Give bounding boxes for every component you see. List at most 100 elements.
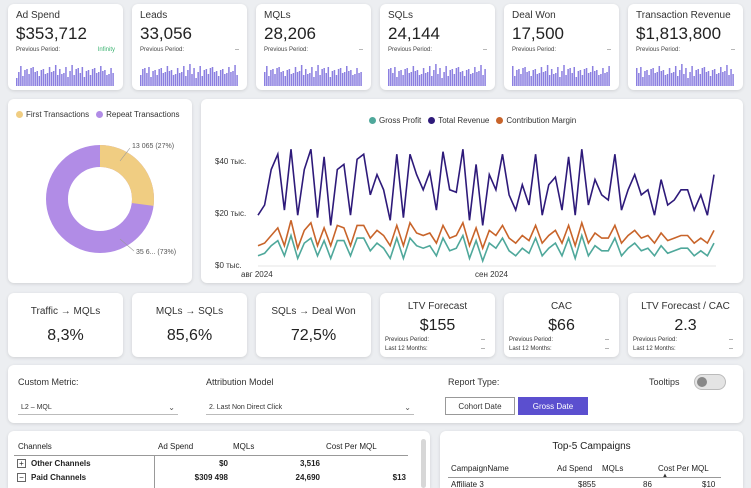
- series-line-contribution-margin[interactable]: [257, 220, 715, 251]
- sparkline-bar: [536, 74, 539, 86]
- kpi-ad-spend[interactable]: Ad Spend $353,712 Previous Period: Infin…: [8, 4, 123, 90]
- sparkline-bar: [606, 72, 608, 86]
- metric-title: LTV Forecast: [407, 301, 468, 312]
- chevron-down-icon: ⌄: [404, 403, 411, 412]
- sparkline-bar: [402, 75, 404, 86]
- metric-mqls-sqls[interactable]: MQLs → SQLs 85,6%: [132, 293, 247, 357]
- legend-first-transactions[interactable]: First Transactions: [16, 110, 89, 119]
- custom-metric-dropdown[interactable]: L2 – MQL ⌄: [18, 400, 178, 415]
- metric-cac[interactable]: CAC $66 Previous Period: -- Last 12 Mont…: [504, 293, 619, 357]
- revenue-line-chart[interactable]: $40 тыс. $20 тыс. $0 тыс. авг 2024 сен 2…: [201, 99, 743, 283]
- sparkline-bar: [276, 68, 278, 86]
- legend-dot-icon: [96, 111, 104, 118]
- metric-ltv-cac[interactable]: LTV Forecast / CAC 2.3 Previous Period: …: [628, 293, 743, 357]
- sparkline-bar: [268, 76, 270, 86]
- kpi-mqls[interactable]: MQLs 28,206 Previous Period: --: [256, 4, 371, 90]
- series-line-total-revenue[interactable]: [257, 148, 715, 226]
- sparkline-bar: [209, 68, 212, 86]
- sparkline-bar: [557, 67, 559, 86]
- tooltips-toggle[interactable]: [694, 374, 726, 390]
- sparkline-bar: [426, 72, 429, 86]
- sparkline-bar: [156, 75, 158, 86]
- metric-traffic-mqls[interactable]: Traffic → MQLs 8,3%: [8, 293, 123, 357]
- kpi-value: 17,500: [512, 24, 564, 43]
- kpi-deal-won[interactable]: Deal Won 17,500 Previous Period: --: [504, 4, 619, 90]
- sparkline-bar: [715, 74, 718, 86]
- metric-l12m-value: --: [729, 346, 733, 352]
- cohort-date-button[interactable]: Cohort Date: [445, 397, 515, 415]
- column-header-mqls[interactable]: MQLs: [233, 442, 255, 451]
- sparkline-bar: [356, 68, 358, 86]
- column-header-ad-spend[interactable]: Ad Spend: [158, 442, 194, 451]
- collapse-icon[interactable]: −: [17, 473, 26, 482]
- sparkline-bar: [189, 64, 191, 86]
- sparkline-bar: [569, 68, 571, 86]
- sparkline-bar: [144, 68, 146, 86]
- sparkline-bar: [222, 69, 224, 86]
- kpi-transaction-revenue[interactable]: Transaction Revenue $1,813,800 Previous …: [628, 4, 743, 90]
- sparkline-bar: [567, 69, 569, 86]
- sparkline-bar: [298, 71, 301, 86]
- gross-date-button[interactable]: Gross Date: [518, 397, 588, 415]
- sparkline-bar: [50, 72, 53, 86]
- donut-first-segment[interactable]: [46, 145, 154, 253]
- sparkline-bar: [296, 72, 299, 86]
- sparkline-bar: [48, 67, 51, 86]
- sparkline-bar: [703, 67, 706, 86]
- metric-sqls-deal-won[interactable]: SQLs → Deal Won 72,5%: [256, 293, 371, 357]
- sparkline-bar: [302, 75, 305, 86]
- sparkline-bar: [89, 75, 92, 86]
- kpi-leads[interactable]: Leads 33,056 Previous Period: --: [132, 4, 247, 90]
- metric-value: 85,6%: [166, 327, 213, 344]
- legend-repeat-transactions[interactable]: Repeat Transactions: [96, 110, 180, 119]
- kpi-sqls[interactable]: SQLs 24,144 Previous Period: --: [380, 4, 495, 90]
- legend-gross-profit[interactable]: Gross Profit: [369, 116, 421, 125]
- legend-contribution-margin[interactable]: Contribution Margin: [496, 116, 576, 125]
- sparkline-bar: [412, 66, 415, 86]
- column-header-cost-per-mql[interactable]: Cost Per MQL: [326, 442, 377, 451]
- sparkline-bar: [213, 72, 216, 86]
- kpi-prev-label: Previous Period:: [512, 47, 557, 53]
- kpi-sparkline: [140, 64, 238, 86]
- column-header-ad-spend[interactable]: Ad Spend: [557, 464, 593, 473]
- metric-ltv-forecast[interactable]: LTV Forecast $155 Previous Period: -- La…: [380, 293, 495, 357]
- controls-panel: Custom Metric: L2 – MQL ⌄ Attribution Mo…: [8, 365, 743, 423]
- sparkline-bar: [520, 74, 522, 86]
- kpi-sparkline: [636, 64, 734, 86]
- sparkline-bar: [674, 66, 677, 86]
- column-header-channels[interactable]: Channels: [18, 442, 52, 451]
- column-header-cost-per-mql[interactable]: Cost Per MQL: [658, 464, 709, 473]
- sparkline-bar: [321, 69, 323, 86]
- donut-legend: First Transactions Repeat Transactions: [16, 110, 180, 119]
- donut-chart[interactable]: 13 065 (27%) 35 6... (73%): [8, 121, 192, 281]
- series-line-gross-profit[interactable]: [257, 232, 715, 264]
- sparkline-bar: [185, 76, 187, 86]
- metric-title: CAC: [550, 301, 573, 312]
- sparkline-bar: [327, 67, 330, 86]
- attribution-dropdown[interactable]: 2. Last Non Direct Click ⌄: [206, 400, 414, 415]
- column-header-campaign-name[interactable]: CampaignName: [451, 464, 509, 473]
- sparkline-bar: [445, 66, 447, 86]
- metric-value: 8,3%: [47, 327, 84, 344]
- column-header-mqls[interactable]: MQLs: [602, 464, 624, 473]
- sparkline-bar: [685, 68, 687, 86]
- sort-asc-icon[interactable]: ▲: [662, 473, 668, 479]
- legend-total-revenue[interactable]: Total Revenue: [428, 116, 489, 125]
- sparkline-bar: [433, 70, 435, 86]
- sparkline-bar: [54, 65, 57, 86]
- expand-icon[interactable]: +: [17, 459, 26, 468]
- metric-l12m-label: Last 12 Months:: [633, 346, 676, 352]
- metric-prev-label: Previous Period:: [509, 337, 554, 343]
- sparkline-bar: [709, 76, 712, 86]
- sparkline-bar: [106, 75, 108, 86]
- sparkline-bar: [63, 73, 65, 86]
- sparkline-bar: [309, 73, 311, 86]
- sparkline-bar: [61, 74, 63, 86]
- kpi-prev-label: Previous Period:: [636, 47, 681, 53]
- sparkline-bar: [217, 76, 220, 86]
- sparkline-bar: [392, 73, 394, 86]
- sparkline-bar: [414, 71, 417, 86]
- vertical-scrollbar[interactable]: [421, 439, 426, 488]
- kpi-sparkline: [264, 65, 362, 86]
- sparkline-bar: [577, 71, 580, 86]
